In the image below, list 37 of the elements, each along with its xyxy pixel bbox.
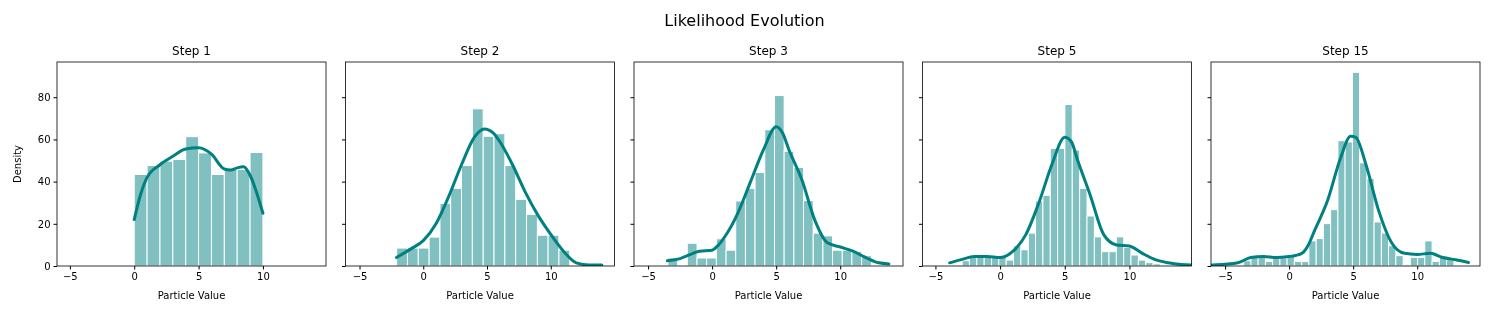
y-tick-label: 60 xyxy=(37,134,51,146)
x-tick-label: 5 xyxy=(1062,270,1069,282)
x-tick-label: −5 xyxy=(641,270,656,282)
x-axis-title: Particle Value xyxy=(157,290,226,301)
y-tick-label: 40 xyxy=(37,176,51,188)
x-tick-label: 5 xyxy=(1350,270,1357,282)
chart-title: Step 3 xyxy=(749,44,788,58)
x-tick-label: 10 xyxy=(834,270,848,282)
x-axis-title: Particle Value xyxy=(446,290,514,301)
x-tick-label: 10 xyxy=(544,270,558,282)
y-tick-label: 80 xyxy=(37,91,51,103)
x-tick-label: 5 xyxy=(195,270,203,282)
chart-title: Step 2 xyxy=(460,44,500,58)
x-tick-label: −5 xyxy=(928,270,944,282)
x-tick-label: 5 xyxy=(773,270,780,282)
x-tick-label: 0 xyxy=(997,270,1004,282)
x-tick-label: −5 xyxy=(1218,270,1233,282)
x-tick-label: −5 xyxy=(63,270,78,282)
x-tick-label: 0 xyxy=(131,270,138,282)
y-axis-title: Density xyxy=(12,144,23,184)
x-axis-title: Particle Value xyxy=(734,290,803,301)
chart-title: Step 5 xyxy=(1037,44,1077,58)
x-tick-label: 10 xyxy=(1123,270,1137,282)
x-axis-title: Particle Value xyxy=(1311,290,1380,301)
x-tick-label: 0 xyxy=(1286,270,1293,282)
x-axis-title: Particle Value xyxy=(1023,290,1091,301)
y-tick-label: 0 xyxy=(44,260,51,272)
x-tick-label: 10 xyxy=(1411,270,1425,282)
chart-title: Step 1 xyxy=(172,44,211,58)
x-tick-label: −5 xyxy=(352,270,368,282)
chart-title: Step 15 xyxy=(1322,44,1369,58)
x-tick-label: 0 xyxy=(420,270,427,282)
x-tick-label: 0 xyxy=(709,270,716,282)
text: Likelihood Evolution xyxy=(664,11,825,30)
x-tick-label: 10 xyxy=(257,270,270,282)
y-tick-label: 20 xyxy=(37,218,51,230)
x-tick-label: 5 xyxy=(484,270,491,282)
